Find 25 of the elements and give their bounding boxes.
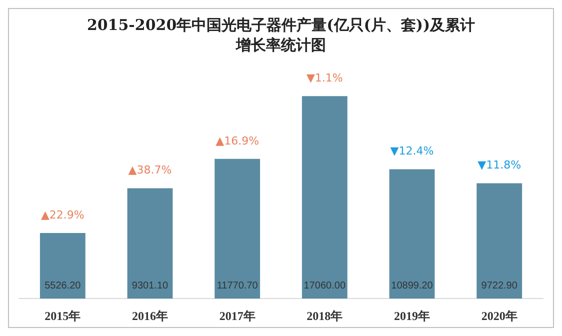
annotation: ▲38.7% xyxy=(128,164,172,177)
bar xyxy=(476,183,522,299)
bar xyxy=(40,233,86,299)
annotation: ▲22.9% xyxy=(40,208,84,222)
data-label: 9301.10 xyxy=(132,280,169,292)
data-label: 11770.70 xyxy=(216,280,258,292)
annotation: ▼1.1% xyxy=(306,72,343,85)
bar xyxy=(302,96,348,299)
data-label: 17060.00 xyxy=(304,280,346,292)
x-tick-label: 2020年 xyxy=(481,308,518,323)
data-label: 5526.20 xyxy=(44,280,82,292)
x-tick-label: 2019年 xyxy=(394,308,430,323)
x-tick-label: 2015年 xyxy=(44,308,81,323)
annotation: ▲16.9% xyxy=(216,134,260,148)
x-tick-label: 2017年 xyxy=(219,308,256,323)
data-label: 10899.20 xyxy=(391,280,434,292)
bar xyxy=(214,158,260,299)
bar xyxy=(127,188,173,299)
x-tick-label: 2016年 xyxy=(132,308,168,323)
bar xyxy=(389,169,435,299)
annotation: ▼12.4% xyxy=(390,144,434,158)
data-label: 9722.90 xyxy=(481,280,518,292)
chart-title: 2015-2020年中国光电子器件产量(亿只(片、套))及累计增长率统计图 xyxy=(86,15,476,55)
annotation: ▼11.8% xyxy=(478,158,522,172)
x-tick-label: 2018年 xyxy=(306,308,343,323)
